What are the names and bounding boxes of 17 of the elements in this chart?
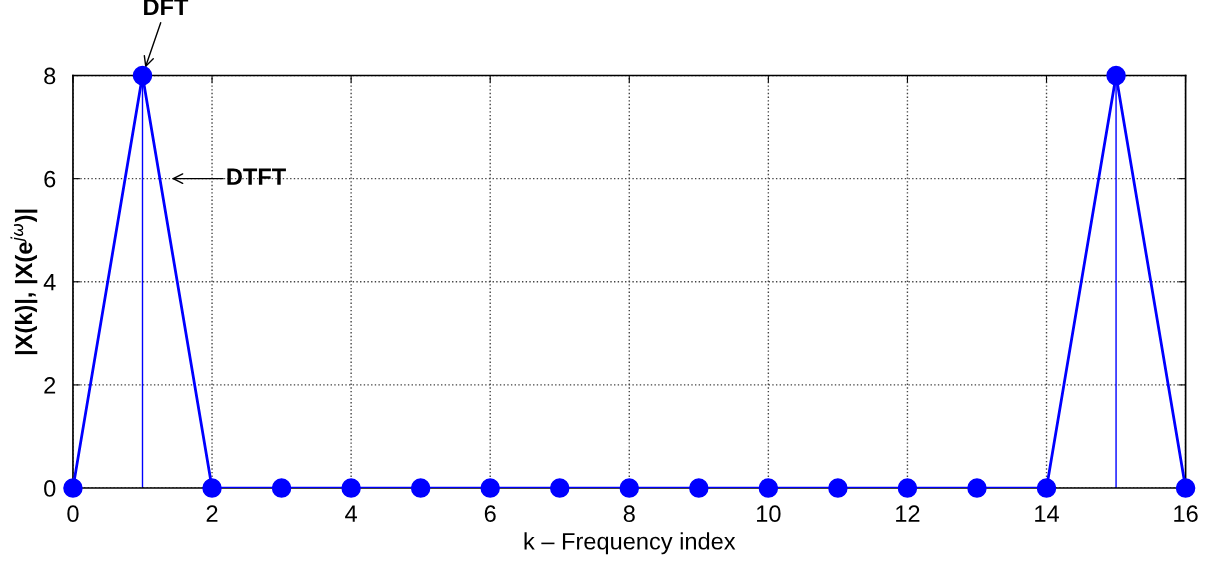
x-tick-label: 10 <box>757 505 781 523</box>
x-tick-label: 6 <box>484 505 496 523</box>
x-tick-label: 16 <box>1174 505 1198 523</box>
y-axis-title: |X(k)|, |X(e$^{jω}$)| <box>10 209 38 355</box>
annotation: DTFT <box>227 168 286 185</box>
y-tick-label: 8 <box>44 67 56 85</box>
x-axis-title: k – Frequency index <box>524 532 736 555</box>
x-tick-label: 0 <box>67 505 79 523</box>
x-tick-label: 12 <box>896 505 920 522</box>
y-tick-label: 0 <box>44 480 56 497</box>
y-tick-label: 6 <box>44 170 56 188</box>
x-tick-label: 14 <box>1035 505 1059 522</box>
x-tick-label: 4 <box>345 505 357 522</box>
y-tick-label: 4 <box>43 274 56 291</box>
x-tick-label: 8 <box>623 505 635 523</box>
x-tick-label: 2 <box>206 505 218 522</box>
y-tick-label: 2 <box>44 376 56 394</box>
